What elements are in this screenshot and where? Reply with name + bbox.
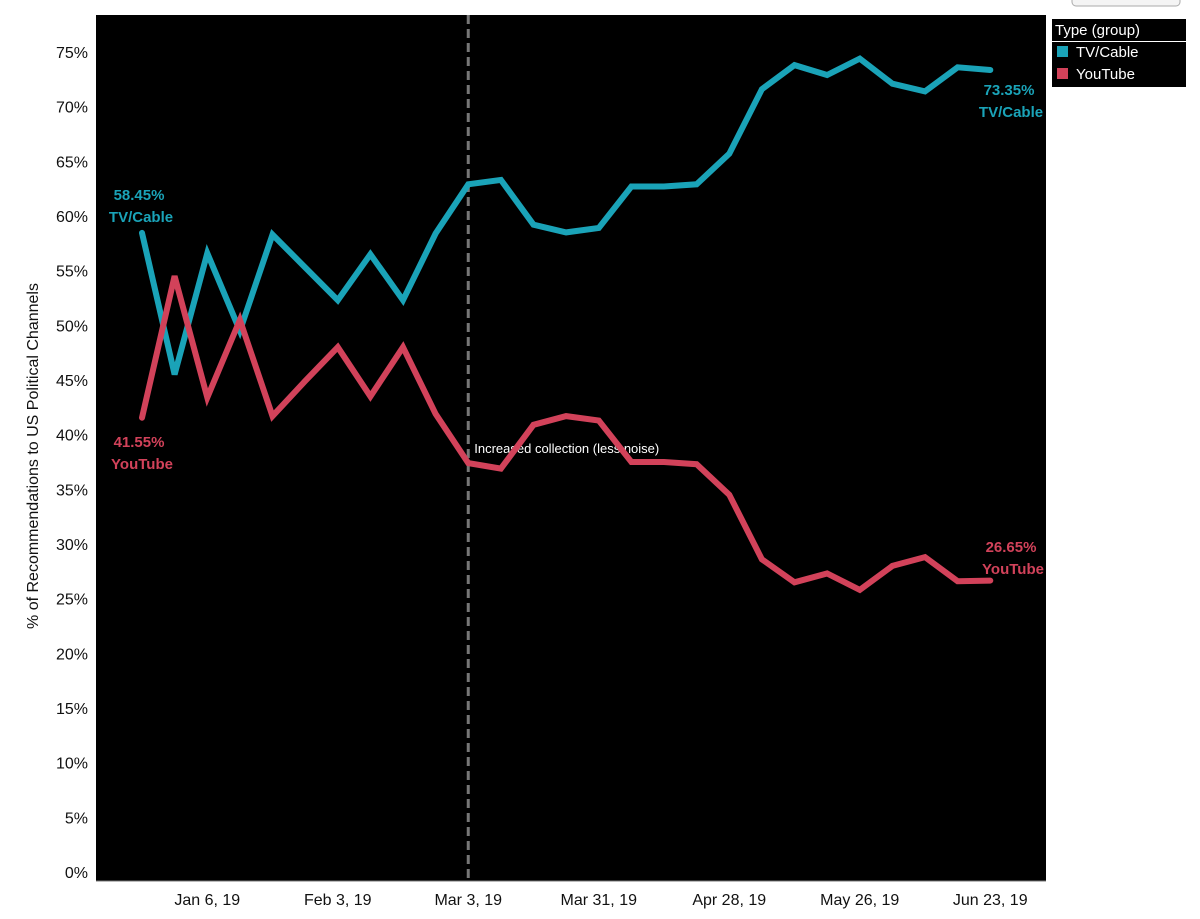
series-line-youtube <box>139 275 994 594</box>
legend: Type (group) TV/Cable TV/Cable YouTube <box>1052 15 1186 87</box>
series-labels: 58.45% TV/Cable 41.55% YouTube 73.35% TV/Cabl… <box>109 82 1044 578</box>
end-name-label-tv-cable: TV/Cable <box>979 104 1043 121</box>
y-tick-label: 65% <box>56 154 88 171</box>
legend-label-youtube: YouTube <box>1076 66 1135 83</box>
x-tick-label: Feb 3, 19 <box>304 892 372 909</box>
plot-area <box>96 15 1046 881</box>
y-tick-label: 20% <box>56 646 88 663</box>
y-tick-label: 40% <box>56 428 88 445</box>
y-tick-label: 55% <box>56 264 88 281</box>
x-tick-label: May 26, 19 <box>820 892 899 909</box>
y-tick-label: 50% <box>56 318 88 335</box>
y-tick-label: 45% <box>56 373 88 390</box>
start-value-label-tv-cable: 58.45% <box>114 187 165 204</box>
x-tick-label: Mar 3, 19 <box>434 892 502 909</box>
y-axis-label: % of Recommendations to US Political Cha… <box>25 283 42 629</box>
start-name-label-tv-cable: TV/Cable <box>109 209 173 226</box>
scroll-handle[interactable] <box>1071 0 1181 7</box>
x-axis-ticks: Jan 6, 19 Feb 3, 19 Mar 3, 19 Mar 31, 19 Apr… <box>96 880 1046 909</box>
x-tick-label: Jun 23, 19 <box>953 892 1028 909</box>
series-line-tv-cable <box>139 55 994 376</box>
legend-label-tv-cable-2: TV/Cable <box>1076 44 1139 61</box>
series-layer <box>139 55 994 594</box>
x-tick-label: Jan 6, 19 <box>174 892 240 909</box>
y-tick-label: 25% <box>56 592 88 609</box>
legend-swatch-tv-cable-2 <box>1057 46 1068 57</box>
start-value-label-youtube: 41.55% <box>114 434 165 451</box>
legend-swatch-youtube <box>1057 68 1068 79</box>
y-tick-label: 35% <box>56 482 88 499</box>
legend-title: Type (group) <box>1055 22 1140 39</box>
end-value-label-youtube: 26.65% <box>986 539 1037 556</box>
y-tick-label: 60% <box>56 209 88 226</box>
y-tick-label: 10% <box>56 756 88 773</box>
y-tick-label: 5% <box>65 810 88 827</box>
y-axis-ticks: 0% 5% 10% 15% 20% 25% 30% 35% 40% 45% 50% 55% 60% 65%… <box>56 45 88 882</box>
annotation-text: Increased collection (less noise) <box>474 441 659 456</box>
legend-items-background <box>1052 42 1186 87</box>
y-tick-label: 15% <box>56 701 88 718</box>
x-tick-label: Mar 31, 19 <box>561 892 638 909</box>
end-value-label-tv-cable: 73.35% <box>984 82 1035 99</box>
y-tick-label: 30% <box>56 537 88 554</box>
y-tick-label: 0% <box>65 865 88 882</box>
legend-title-background <box>1052 19 1186 41</box>
end-name-label-youtube: YouTube <box>982 561 1044 578</box>
y-tick-label: 70% <box>56 100 88 117</box>
y-tick-label: 75% <box>56 45 88 62</box>
start-name-label-youtube: YouTube <box>111 456 173 473</box>
x-tick-label: Apr 28, 19 <box>692 892 766 909</box>
